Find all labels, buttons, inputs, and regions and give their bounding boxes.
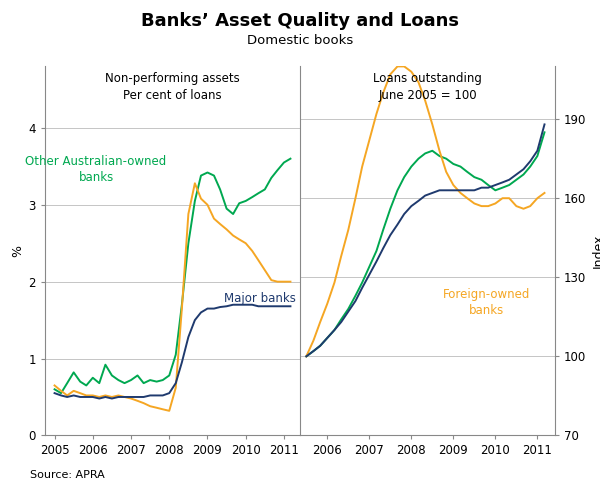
- Text: Other Australian-owned
banks: Other Australian-owned banks: [25, 155, 167, 184]
- Y-axis label: %: %: [11, 245, 25, 257]
- Text: Major banks: Major banks: [223, 292, 295, 306]
- Text: Non-performing assets
Per cent of loans: Non-performing assets Per cent of loans: [105, 72, 240, 102]
- Text: Source: APRA: Source: APRA: [30, 470, 105, 480]
- Text: Domestic books: Domestic books: [247, 34, 353, 47]
- Y-axis label: Index: Index: [592, 234, 600, 268]
- Text: Banks’ Asset Quality and Loans: Banks’ Asset Quality and Loans: [141, 12, 459, 31]
- Text: Loans outstanding
June 2005 = 100: Loans outstanding June 2005 = 100: [373, 72, 482, 102]
- Text: Foreign-owned
banks: Foreign-owned banks: [442, 288, 530, 317]
